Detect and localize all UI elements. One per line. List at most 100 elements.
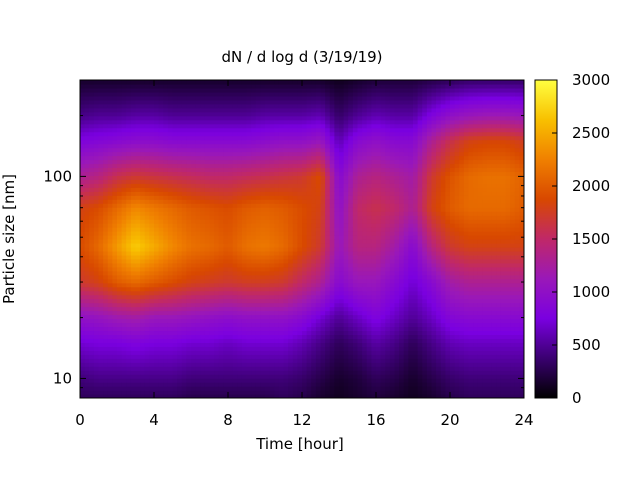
heatmap-cell xyxy=(228,83,234,89)
heatmap-cell xyxy=(158,183,164,188)
heatmap-cell xyxy=(251,374,257,379)
heatmap-cell xyxy=(163,119,169,125)
heatmap-cell xyxy=(343,239,349,244)
heatmap-cell xyxy=(163,203,169,208)
heatmap-cell xyxy=(283,179,289,184)
heatmap-cell xyxy=(163,242,169,248)
heatmap-cell xyxy=(255,366,261,371)
heatmap-cell xyxy=(237,254,243,260)
heatmap-cell xyxy=(93,394,100,398)
heatmap-cell xyxy=(167,374,174,379)
heatmap-cell xyxy=(172,262,178,268)
heatmap-cell xyxy=(334,262,340,268)
heatmap-cell xyxy=(288,358,294,363)
heatmap-cell xyxy=(283,191,289,196)
heatmap-cell xyxy=(297,394,303,398)
heatmap-cell xyxy=(140,215,146,220)
heatmap-cell xyxy=(297,95,303,101)
heatmap-cell xyxy=(93,163,100,169)
heatmap-cell xyxy=(195,175,201,180)
heatmap-cell xyxy=(144,242,150,248)
heatmap-cell xyxy=(172,99,178,105)
heatmap-cell xyxy=(121,286,127,292)
heatmap-cell xyxy=(167,346,174,351)
heatmap-cell xyxy=(103,179,109,184)
heatmap-cell xyxy=(218,322,224,328)
heatmap-cell xyxy=(362,123,368,129)
heatmap-cell xyxy=(144,139,150,145)
heatmap-cell xyxy=(181,318,187,324)
heatmap-cell xyxy=(228,274,234,280)
heatmap-cell xyxy=(135,83,141,89)
heatmap-cell xyxy=(121,83,127,89)
heatmap-cell xyxy=(144,215,150,220)
heatmap-cell xyxy=(302,266,308,272)
heatmap-cell xyxy=(339,187,345,192)
heatmap-cell xyxy=(255,235,261,240)
heatmap-cell xyxy=(228,330,234,335)
heatmap-cell xyxy=(278,163,285,169)
heatmap-cell xyxy=(241,378,248,383)
heatmap-cell xyxy=(135,175,141,180)
heatmap-cell xyxy=(154,167,160,173)
heatmap-cell xyxy=(320,250,326,256)
heatmap-cell xyxy=(278,95,285,101)
heatmap-cell xyxy=(357,250,363,256)
heatmap-cell xyxy=(362,358,368,363)
heatmap-cell xyxy=(218,80,224,85)
heatmap-cell xyxy=(172,111,178,117)
heatmap-cell xyxy=(149,207,155,212)
heatmap-cell xyxy=(228,290,234,296)
heatmap-cell xyxy=(154,135,160,141)
heatmap-cell xyxy=(251,270,257,276)
heatmap-cell xyxy=(144,231,150,236)
heatmap-cell xyxy=(103,342,109,347)
heatmap-cell xyxy=(283,330,289,335)
heatmap-cell xyxy=(218,286,224,292)
heatmap-cell xyxy=(352,95,359,101)
heatmap-cell xyxy=(315,342,322,347)
heatmap-cell xyxy=(237,394,243,398)
heatmap-cell xyxy=(177,318,183,324)
heatmap-cell xyxy=(325,338,331,343)
heatmap-cell xyxy=(329,298,335,304)
heatmap-cell xyxy=(339,139,345,145)
heatmap-cell xyxy=(84,342,90,347)
heatmap-cell xyxy=(325,270,331,276)
heatmap-cell xyxy=(237,207,243,212)
heatmap-cell xyxy=(278,278,285,284)
heatmap-cell xyxy=(334,239,340,244)
heatmap-cell xyxy=(292,127,298,133)
heatmap-cell xyxy=(84,258,90,264)
heatmap-cell xyxy=(112,131,118,137)
heatmap-cell xyxy=(292,346,298,351)
heatmap-cell xyxy=(93,246,100,252)
heatmap-cell xyxy=(251,139,257,145)
heatmap-cell xyxy=(251,254,257,260)
heatmap-cell xyxy=(89,374,95,379)
heatmap-cell xyxy=(288,346,294,351)
heatmap-cell xyxy=(246,203,252,208)
heatmap-cell xyxy=(98,191,104,196)
heatmap-cell xyxy=(315,131,322,137)
heatmap-cell xyxy=(260,266,266,272)
heatmap-cell xyxy=(107,366,113,371)
heatmap-cell xyxy=(93,235,100,240)
heatmap-cell xyxy=(200,394,206,398)
heatmap-cell xyxy=(311,378,317,383)
heatmap-cell xyxy=(158,338,164,343)
heatmap-cell xyxy=(144,163,150,169)
heatmap-cell xyxy=(339,207,345,212)
heatmap-cell xyxy=(186,107,192,113)
heatmap-cell xyxy=(98,302,104,308)
heatmap-cell xyxy=(149,374,155,379)
heatmap-cell xyxy=(348,330,354,335)
heatmap-cell xyxy=(315,282,322,288)
heatmap-cell xyxy=(297,274,303,280)
heatmap-cell xyxy=(348,358,354,363)
heatmap-cell xyxy=(172,147,178,153)
heatmap-cell xyxy=(223,274,229,280)
heatmap-cell xyxy=(172,135,178,141)
heatmap-cell xyxy=(209,286,215,292)
heatmap-cell xyxy=(103,374,109,379)
